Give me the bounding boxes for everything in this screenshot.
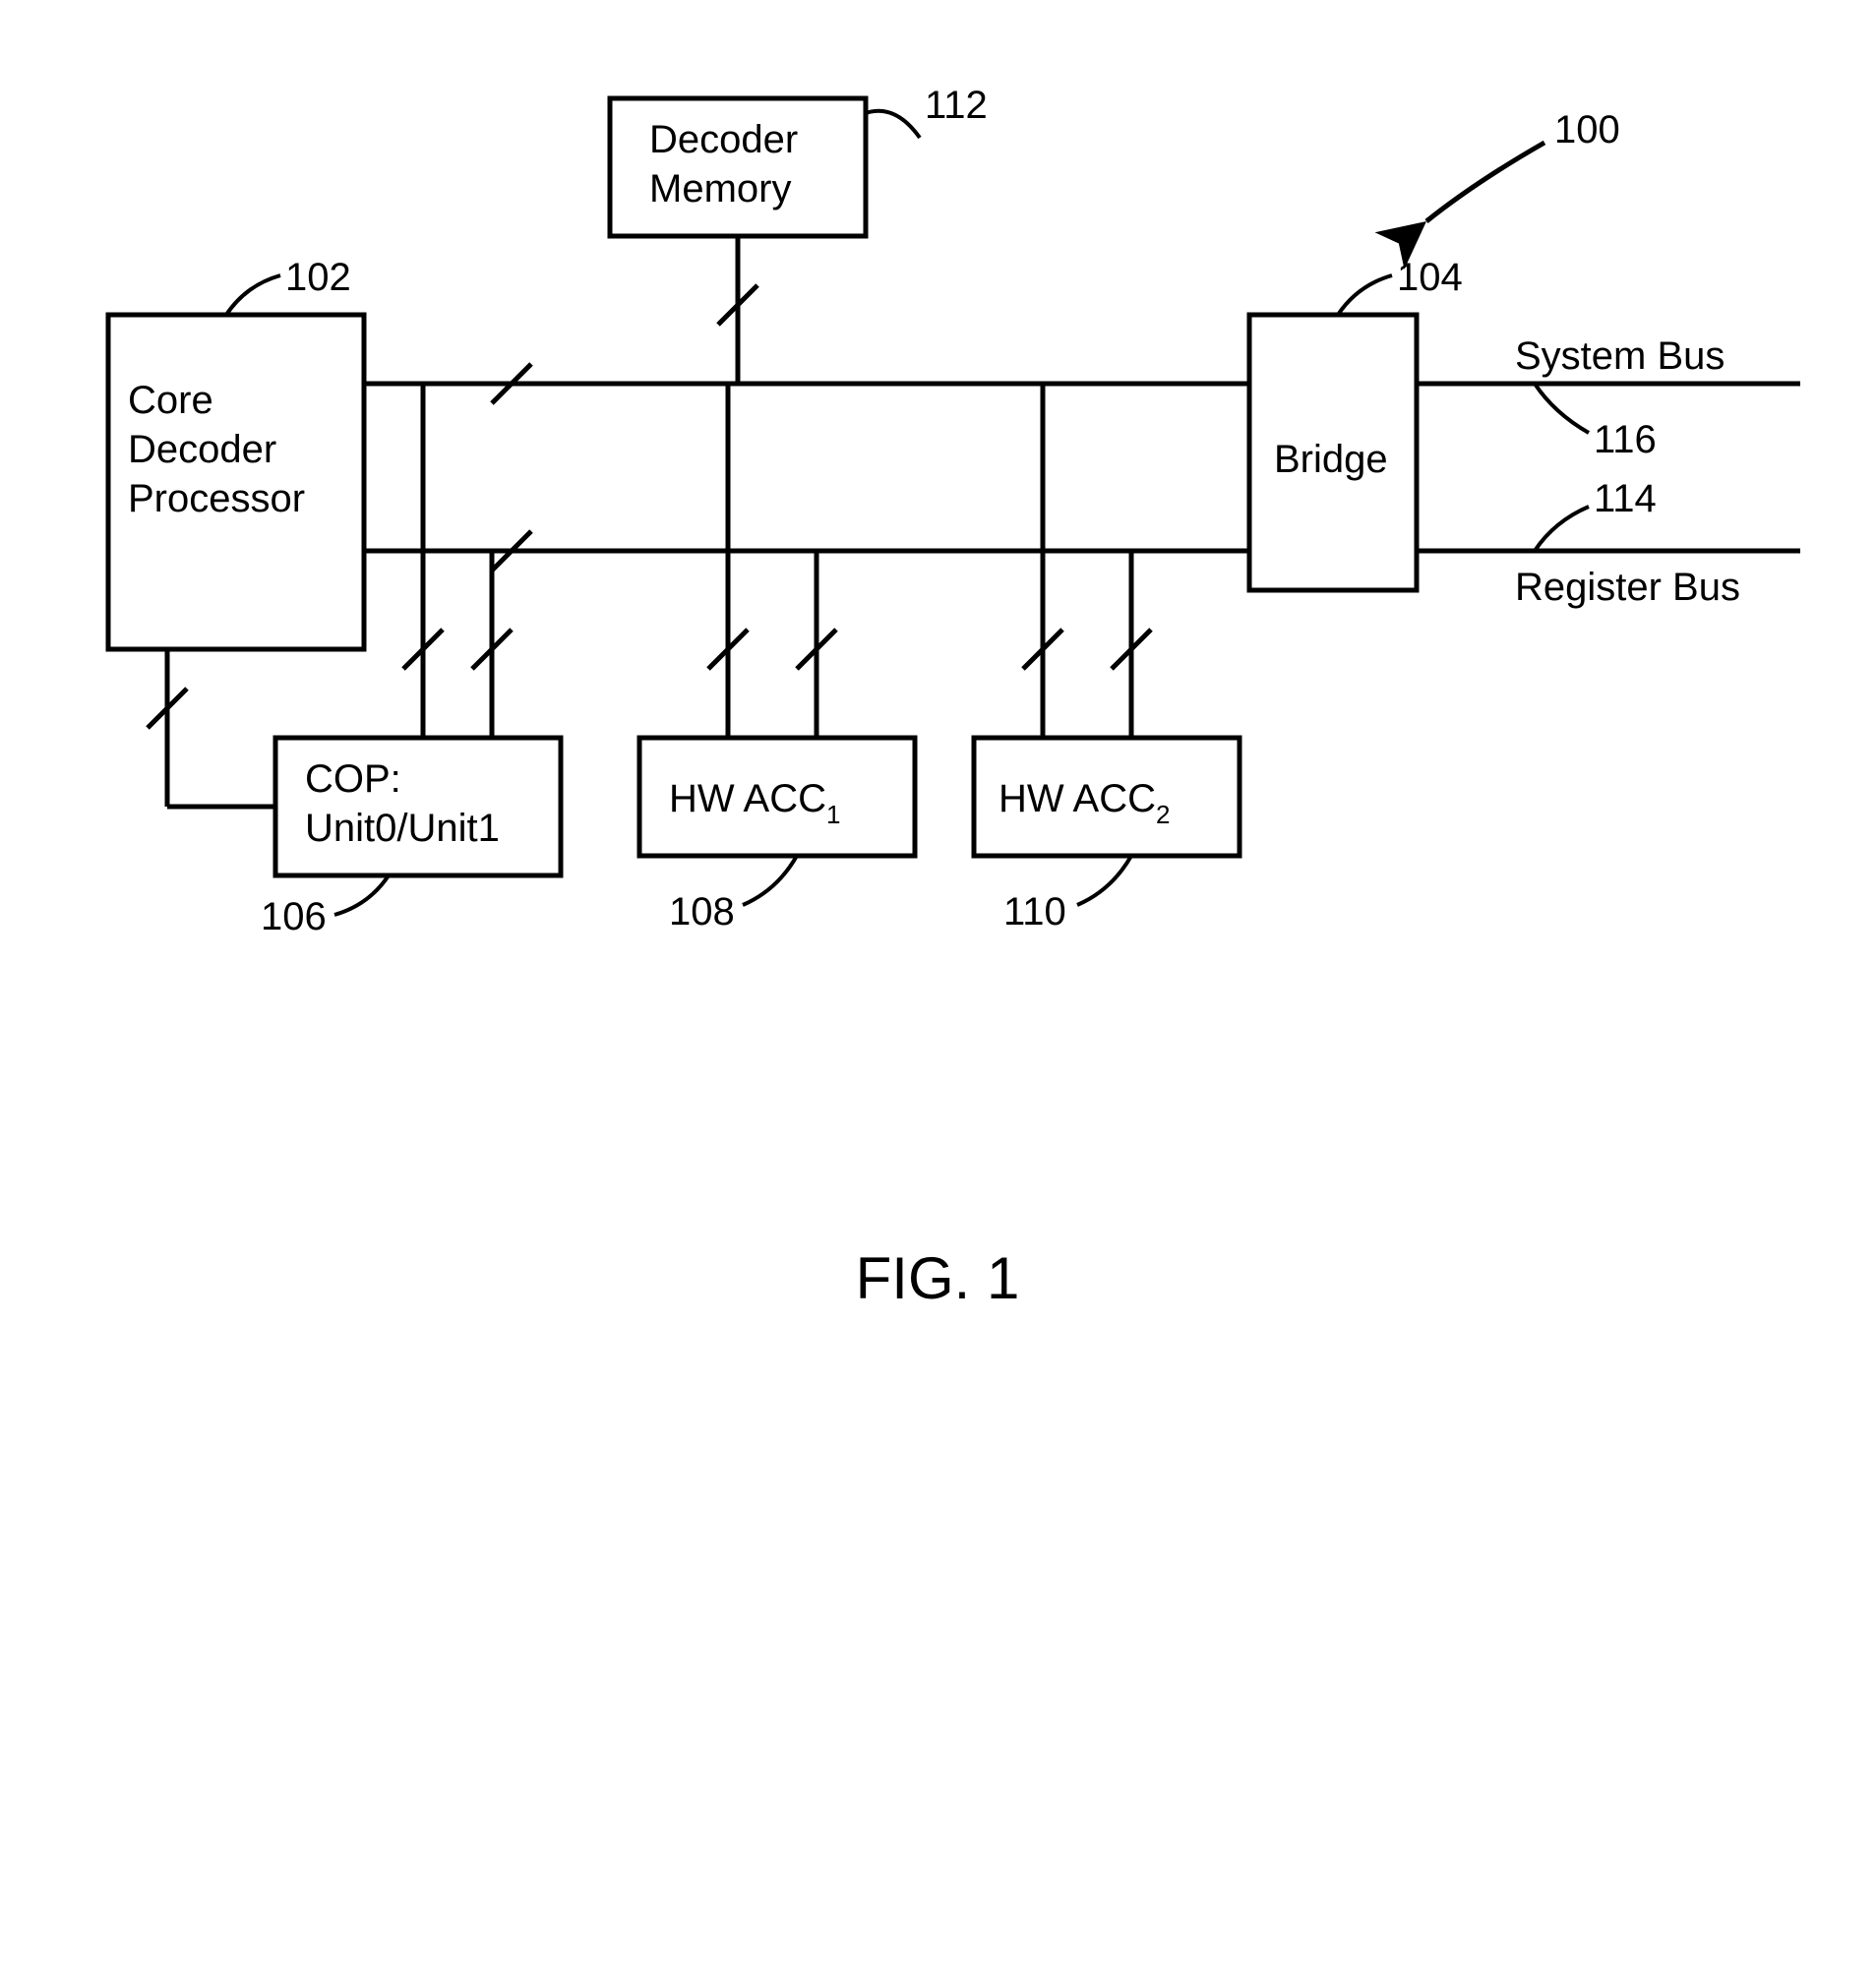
core-ref: 102 — [285, 256, 351, 299]
system-ref: 100 — [1554, 108, 1620, 151]
core-label-3: Processor — [128, 477, 305, 520]
decoder-mem-ref: 112 — [925, 84, 988, 127]
cop-label-1: COP: — [305, 757, 401, 801]
decoder-mem-label-2: Memory — [649, 167, 791, 211]
register-bus-label: Register Bus — [1515, 566, 1740, 609]
core-label-1: Core — [128, 379, 213, 422]
decoder-mem-label-1: Decoder — [649, 118, 798, 161]
bridge-label: Bridge — [1274, 438, 1388, 481]
bridge-ref: 104 — [1397, 256, 1463, 299]
hwacc2-ref: 110 — [1003, 890, 1066, 933]
system-bus-ref: 116 — [1594, 418, 1657, 461]
figure-title: FIG. 1 — [856, 1245, 1020, 1311]
cop-label-2: Unit0/Unit1 — [305, 807, 500, 850]
register-bus-ref: 114 — [1594, 477, 1657, 520]
hwacc1-ref: 108 — [669, 890, 735, 933]
core-label-2: Decoder — [128, 428, 276, 471]
system-bus-label: System Bus — [1515, 334, 1725, 378]
cop-ref: 106 — [261, 895, 327, 938]
